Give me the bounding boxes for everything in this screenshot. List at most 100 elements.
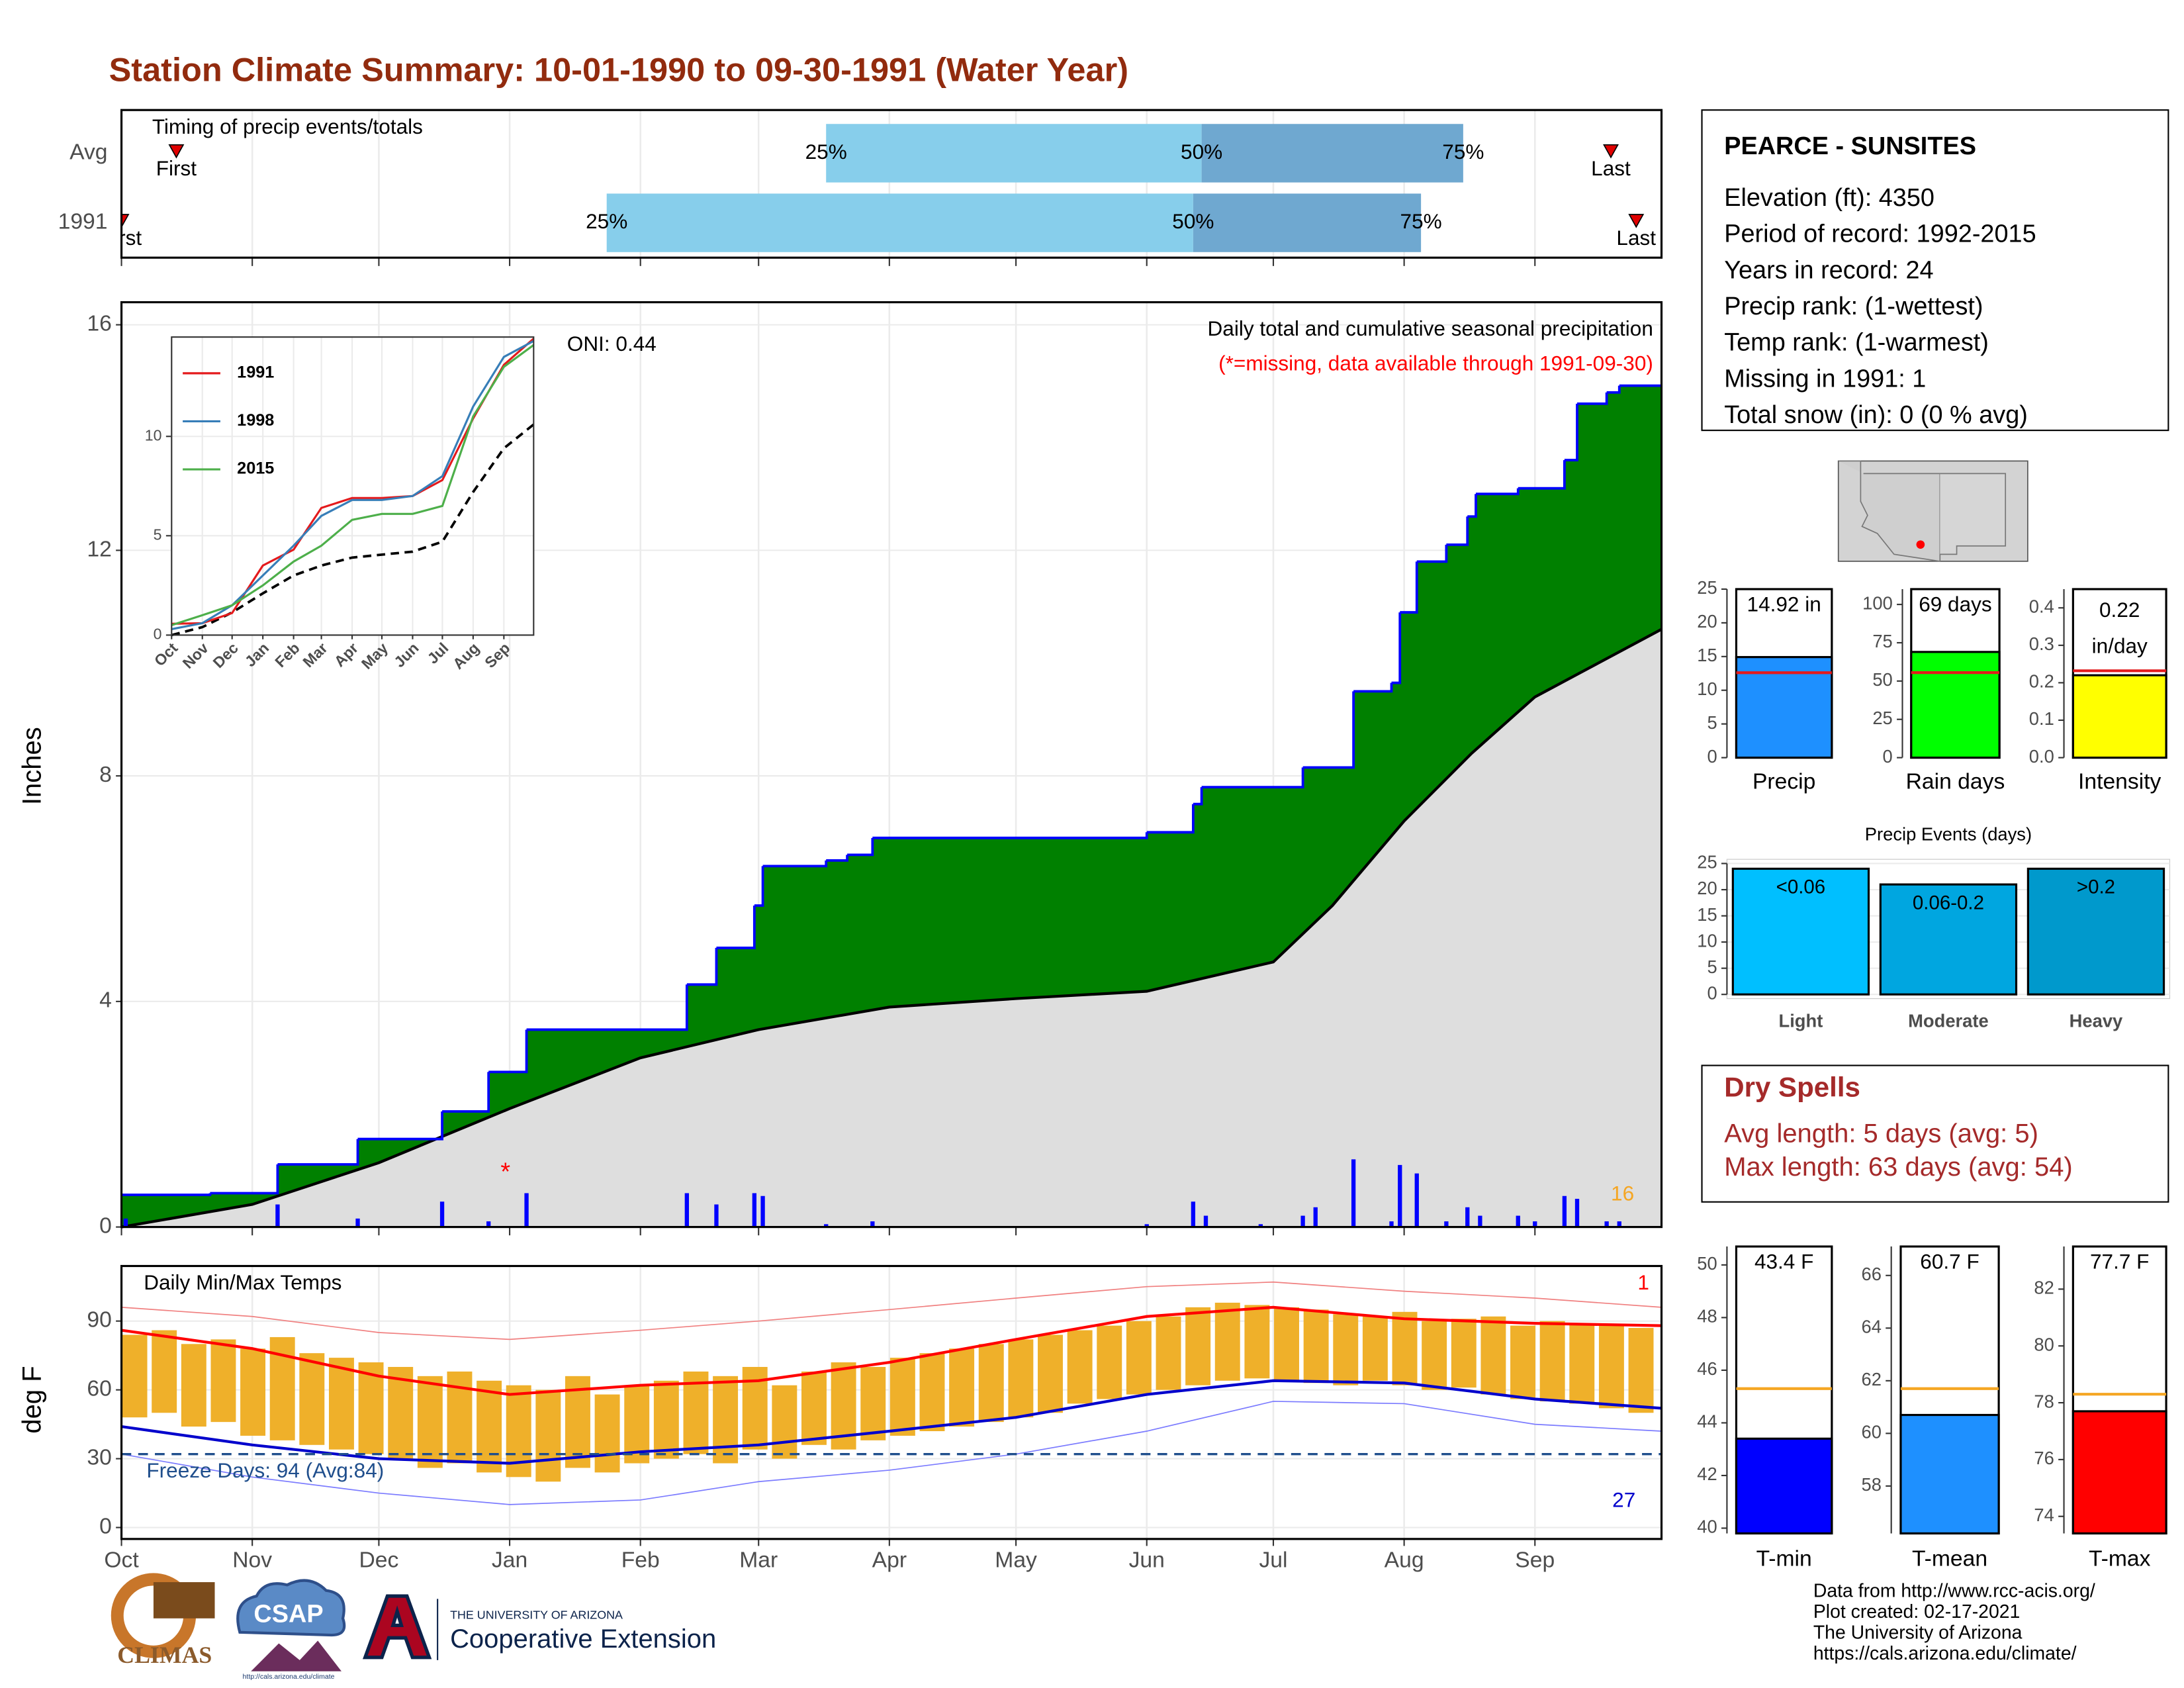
x-tick-label: Jan <box>492 1548 527 1572</box>
bar <box>1731 867 1870 996</box>
locator-map <box>1837 460 2028 562</box>
cumulative-outline <box>1467 494 1477 518</box>
temp-bar <box>1038 1335 1063 1413</box>
info-lines: Elevation (ft): 4350 Period of record: 19… <box>1724 184 2036 429</box>
bar <box>2071 674 2167 759</box>
csap-text: CSAP <box>253 1601 323 1628</box>
daily-bar <box>524 1193 529 1227</box>
y-tick-label: 0 <box>1883 746 1893 767</box>
avg-min-line <box>121 1379 1662 1465</box>
climas-text: CLIMAS <box>117 1642 212 1668</box>
category-label: Heavy <box>2070 1011 2123 1031</box>
cumulative-outline <box>826 855 848 862</box>
x-tick-label: Mar <box>739 1548 778 1572</box>
quartile-bar <box>826 124 1202 183</box>
y-tick-label: 0.2 <box>2029 671 2054 692</box>
y-tick-label: 10 <box>1697 930 1717 951</box>
footer: Data from http://www.rcc-acis.org/Plot c… <box>1813 1580 2095 1664</box>
temp-bar <box>653 1380 679 1459</box>
category-label: T-mean <box>1912 1546 1987 1571</box>
temp-bar <box>535 1389 561 1482</box>
daily-bar <box>870 1221 875 1227</box>
legend-label: 2015 <box>237 459 274 478</box>
csap-cloud <box>236 1579 346 1637</box>
record-min-line <box>121 1401 1662 1505</box>
temp-bar <box>1451 1319 1477 1388</box>
quartile-label: 50% <box>1172 209 1214 233</box>
daily-bar <box>1351 1159 1356 1227</box>
y-tick-label: 0.0 <box>2029 746 2054 767</box>
daily-bar <box>1533 1221 1537 1227</box>
x-tick-label: Dec <box>359 1548 399 1572</box>
info-line: Temp rank: (1-warmest) <box>1724 329 1989 357</box>
cumulative-outline <box>1446 516 1469 546</box>
info-line: Period of record: 1992-2015 <box>1724 220 2036 248</box>
temp-bar <box>1569 1323 1595 1404</box>
y-tick-label: 50 <box>1872 669 1892 690</box>
daily-bar <box>1562 1196 1567 1227</box>
cumulative-outline <box>1606 385 1621 394</box>
extension-text: Cooperative Extension <box>450 1624 716 1654</box>
legend-label: 1991 <box>237 363 274 382</box>
panel-border <box>120 109 1663 259</box>
info-box <box>1701 109 2169 432</box>
panel-border <box>120 1264 1663 1540</box>
category-label: Precip <box>1752 769 1815 794</box>
y-tick-label: 44 <box>1697 1411 1717 1432</box>
temp-bar <box>713 1376 739 1464</box>
daily-bar <box>1617 1221 1621 1227</box>
x-tick-label: Nov <box>232 1548 272 1572</box>
ua-logo <box>362 1594 432 1660</box>
bar <box>2071 1410 2167 1535</box>
daily-bar <box>1516 1215 1520 1227</box>
cumulative-outline <box>1400 561 1418 614</box>
temp-bar <box>1097 1325 1122 1399</box>
range-label: <0.06 <box>1776 876 1826 898</box>
daily-bar <box>1300 1215 1305 1227</box>
quartile-bar <box>1201 124 1463 183</box>
temp-bar <box>1362 1316 1388 1381</box>
quartile-bar <box>606 193 1193 252</box>
daily-bar <box>123 1218 128 1227</box>
daily-bar <box>824 1224 829 1227</box>
marker-label: First <box>101 226 142 250</box>
panel-border <box>120 301 1663 1229</box>
footer-line: https://cals.arizona.edu/climate/ <box>1813 1643 2077 1664</box>
daily-bar <box>486 1221 491 1227</box>
daily-bar <box>1414 1173 1419 1227</box>
freeze-label: Freeze Days: 94 (Avg:84) <box>146 1458 384 1482</box>
value-label: 77.7 F <box>2090 1250 2149 1274</box>
temp-bar <box>889 1358 915 1436</box>
y-tick-label: 46 <box>1697 1358 1717 1379</box>
value-label: 69 days <box>1919 592 1992 616</box>
quartile-label: 25% <box>586 209 627 233</box>
temp-bar <box>1539 1321 1565 1401</box>
y-tick-label: 66 <box>1862 1264 1882 1284</box>
daily-bar <box>1465 1207 1470 1227</box>
row-label: Avg <box>69 140 107 164</box>
temp-bar <box>594 1394 620 1473</box>
daily-bar <box>1191 1201 1196 1227</box>
average-line <box>121 628 1662 1229</box>
y-tick-label: 5 <box>1707 712 1717 733</box>
value-label: 60.7 F <box>1920 1250 1979 1274</box>
daily-bar <box>752 1193 756 1227</box>
cumulative-outline <box>277 1139 359 1166</box>
daily-bar <box>714 1204 719 1227</box>
temp-bar <box>1510 1325 1535 1399</box>
daily-bar <box>760 1196 765 1227</box>
cumulative-outline <box>1577 392 1608 405</box>
info-line: Years in record: 24 <box>1724 256 1933 284</box>
cumulative-outline <box>762 860 828 868</box>
y-tick-label: 0 <box>99 1514 112 1538</box>
cumulative-outline <box>872 832 1148 839</box>
temp-title: Daily Min/Max Temps <box>144 1270 341 1294</box>
temp-bar <box>1392 1311 1418 1385</box>
y-tick-label: 80 <box>2034 1334 2054 1354</box>
daily-bar <box>1398 1164 1402 1227</box>
y-tick-label: 64 <box>1862 1317 1882 1337</box>
y-tick-label: 16 <box>87 312 111 336</box>
temp-bar <box>1214 1302 1240 1381</box>
y-tick-label: 25 <box>1697 852 1717 872</box>
